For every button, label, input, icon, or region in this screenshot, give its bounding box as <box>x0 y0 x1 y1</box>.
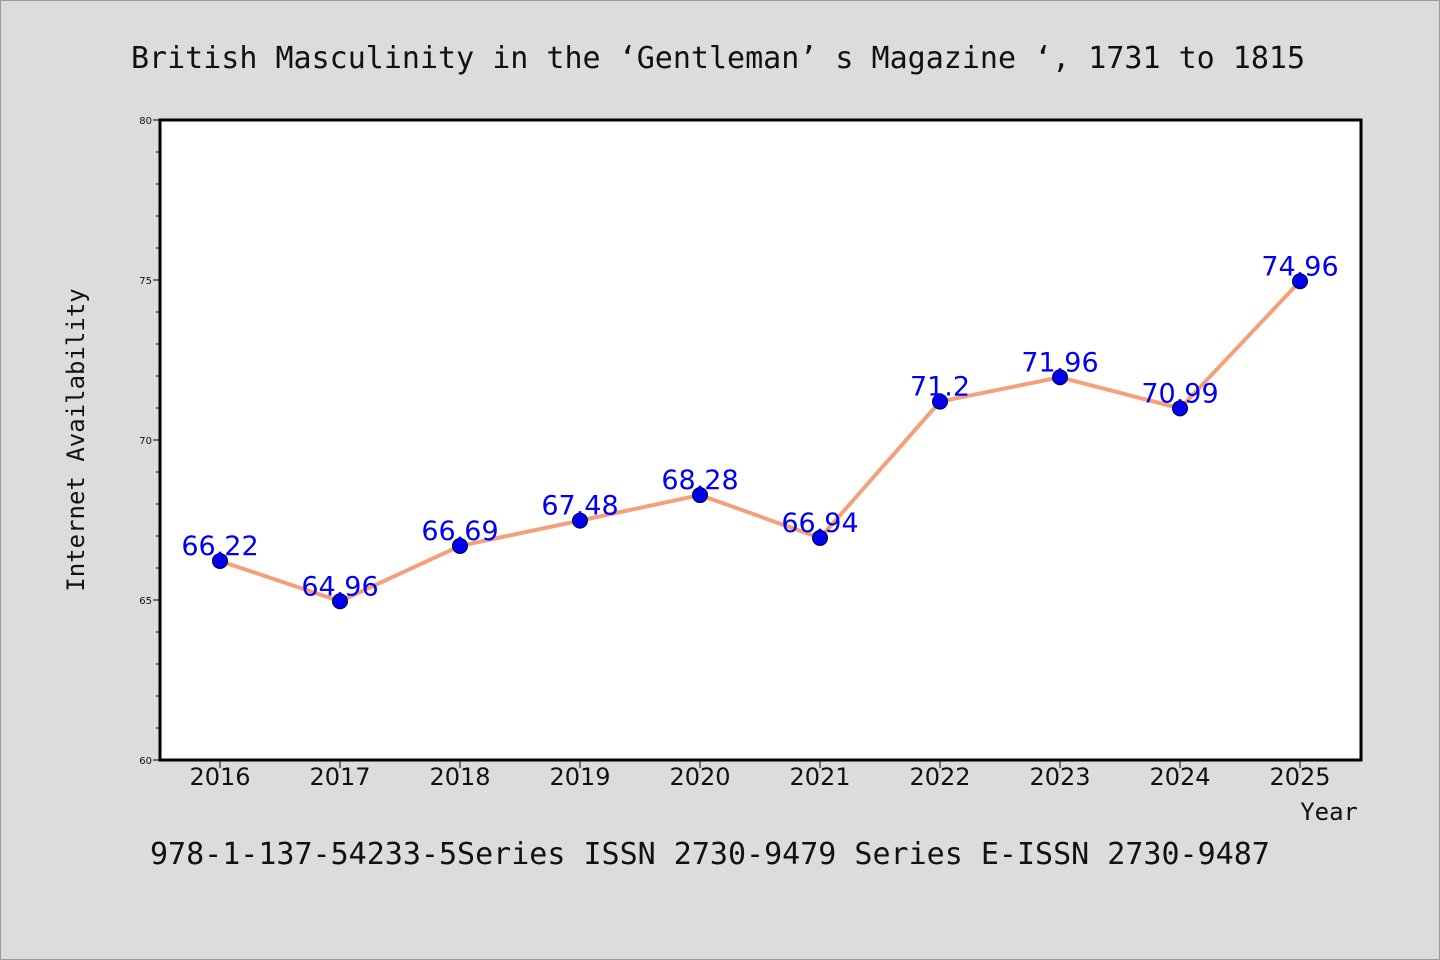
x-tick-label: 2016 <box>189 763 250 791</box>
series-layer: 66.22 64.96 66.69 67.48 68.28 66.94 71.2 71.96 7… <box>181 251 1339 610</box>
y-tick-label: 75 <box>139 276 152 287</box>
data-point <box>1292 273 1308 290</box>
data-label: 64.96 <box>301 571 378 602</box>
x-tick-label: 2025 <box>1269 763 1330 791</box>
y-tick-label: 60 <box>139 756 152 767</box>
data-label: 66.22 <box>181 531 258 562</box>
data-point <box>332 593 348 610</box>
data-point <box>1052 369 1068 386</box>
data-label: 68.28 <box>661 465 738 496</box>
x-tick-label: 2021 <box>789 763 850 791</box>
data-label: 67.48 <box>541 491 618 522</box>
data-label: 74.96 <box>1261 251 1338 282</box>
plot-area <box>158 118 1363 762</box>
x-tick-label: 2024 <box>1149 763 1210 791</box>
x-tick-label: 2019 <box>549 763 610 791</box>
data-point <box>932 393 948 410</box>
data-label: 66.69 <box>421 516 498 547</box>
series-line <box>218 279 1302 604</box>
footer-isbn-text: 978-1-137-54233-5Series ISSN 2730-9479 S… <box>150 837 1270 872</box>
chart-title: British Masculinity in the ‘Gentleman’ s… <box>131 41 1305 76</box>
x-tick-label: 2020 <box>669 763 730 791</box>
data-label: 71.96 <box>1021 347 1098 378</box>
y-tick-label: 65 <box>139 596 152 607</box>
data-point <box>1172 400 1188 417</box>
data-label: 71.2 <box>910 372 970 403</box>
y-tick-label: 80 <box>139 116 152 127</box>
x-tick-label: 2022 <box>909 763 970 791</box>
data-label: 66.94 <box>781 508 858 539</box>
data-point <box>572 512 588 529</box>
data-point <box>212 552 228 569</box>
data-point <box>452 537 468 554</box>
data-point <box>812 529 828 546</box>
y-tick-label: 70 <box>139 436 152 447</box>
y-axis: 60 65 70 75 80 <box>139 116 160 767</box>
x-tick-label: 2018 <box>429 763 490 791</box>
x-tick-label: 2023 <box>1029 763 1090 791</box>
data-point <box>692 487 708 504</box>
x-axis: 2016 2017 2018 2019 2020 2021 2022 2023 2024 2025 <box>189 760 1331 791</box>
x-tick-label: 2017 <box>309 763 370 791</box>
x-axis-label: Year <box>1300 798 1358 826</box>
data-label: 70.99 <box>1141 378 1218 409</box>
y-axis-label: Internet Availability <box>62 288 90 591</box>
